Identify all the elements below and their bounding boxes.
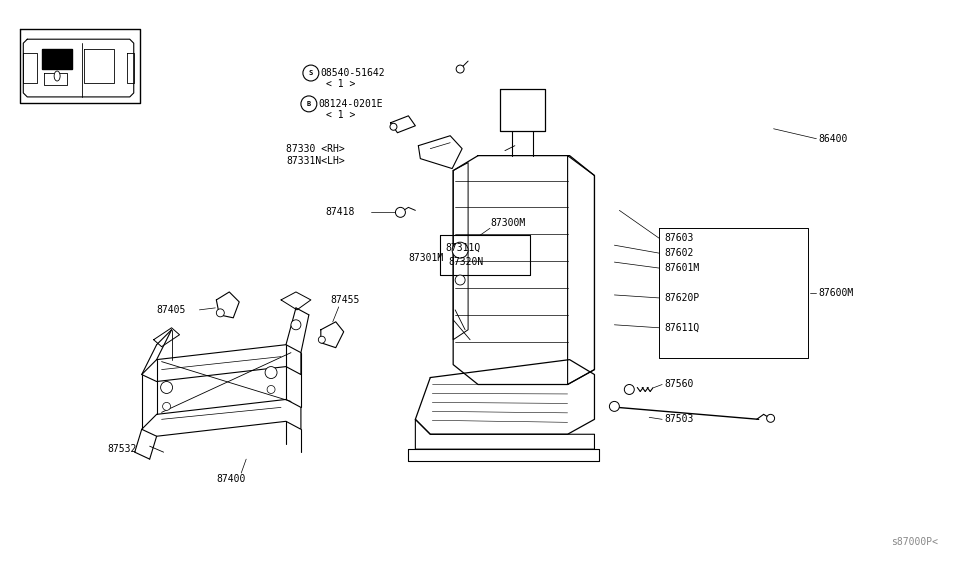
Text: 87601M: 87601M [664,263,699,273]
Text: 87611Q: 87611Q [664,323,699,333]
Text: 87620P: 87620P [664,293,699,303]
Text: s87000P<: s87000P< [891,537,938,547]
Text: 87418: 87418 [326,207,355,217]
Circle shape [301,96,317,112]
Text: 87455: 87455 [331,295,360,305]
Text: 87330 <RH>: 87330 <RH> [286,144,345,153]
Circle shape [456,65,464,73]
Text: 87311Q: 87311Q [446,243,481,253]
Circle shape [291,320,301,330]
Polygon shape [42,49,72,69]
Text: 87532: 87532 [107,444,136,454]
Circle shape [216,309,224,317]
Text: 87300M: 87300M [490,218,526,228]
Text: B: B [307,101,311,107]
Circle shape [452,242,468,258]
Circle shape [163,402,171,410]
Text: S: S [309,70,313,76]
Circle shape [766,414,774,422]
Text: 87400: 87400 [216,474,246,484]
Circle shape [390,123,397,130]
Text: 87503: 87503 [664,414,693,424]
Text: 87603: 87603 [664,233,693,243]
Circle shape [161,381,173,393]
Text: 08540-51642: 08540-51642 [321,68,385,78]
Text: 87331N<LH>: 87331N<LH> [286,156,345,166]
Text: 87560: 87560 [664,379,693,389]
Text: < 1 >: < 1 > [326,110,355,120]
Text: 08124-0201E: 08124-0201E [319,99,383,109]
Circle shape [624,384,635,395]
Circle shape [267,385,275,393]
Text: 87405: 87405 [157,305,186,315]
Text: 87602: 87602 [664,248,693,258]
Text: 87301M: 87301M [409,253,444,263]
Text: 86400: 86400 [818,134,847,144]
Circle shape [455,275,465,285]
Circle shape [265,367,277,379]
Text: 87600M: 87600M [818,288,854,298]
Ellipse shape [55,71,60,81]
Circle shape [609,401,619,411]
Text: < 1 >: < 1 > [326,79,355,89]
Circle shape [396,207,406,217]
Circle shape [318,336,326,343]
Circle shape [303,65,319,81]
Text: 87320N: 87320N [448,257,484,267]
